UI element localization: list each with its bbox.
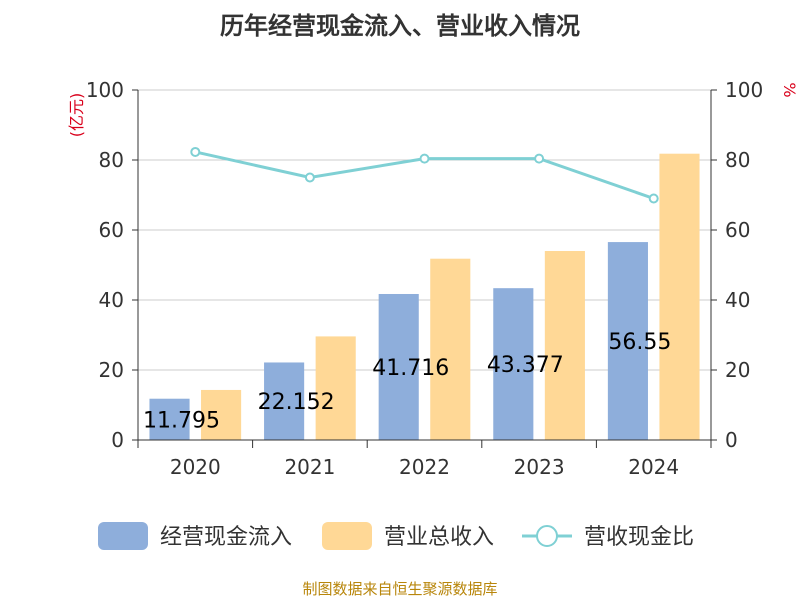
bar-0-2[interactable] [378,293,419,440]
bar-data-label: 22.152 [258,390,335,415]
bar-data-label: 43.377 [487,353,564,378]
line-point-2-2[interactable] [419,153,430,164]
legend-swatch [98,522,148,550]
right-axis-tick-label: 100 [725,78,763,102]
right-axis-unit: % [780,82,799,97]
left-axis-unit: (亿元) [67,93,86,138]
line-point-2-1[interactable] [304,172,315,183]
right-axis-tick-label: 80 [725,148,750,172]
chart-title: 历年经营现金流入、营业收入情况 [220,12,580,40]
bar-1-2[interactable] [430,258,471,440]
bar-0-0[interactable] [149,398,190,440]
legend: 经营现金流入 营业总收入 营收现金比 [98,522,694,550]
left-axis-tick-label: 20 [99,358,124,382]
bar-1-4[interactable] [659,153,700,440]
legend-label: 营业总收入 [384,525,494,550]
right-axis-tick-label: 60 [725,218,750,242]
left-axis-tick-label: 80 [99,148,124,172]
legend-item-1[interactable]: 营业总收入 [322,522,494,550]
line-point-2-4[interactable] [648,193,659,204]
legend-label: 经营现金流入 [160,525,292,550]
data-labels-layer: 11.795 22.152 41.716 43.377 56.55 [143,330,671,433]
bar-data-label: 56.55 [608,330,671,355]
left-axis-tick-label: 40 [99,288,124,312]
legend-label: 营收现金比 [584,525,694,550]
line-point-2-0[interactable] [190,146,201,157]
bar-data-label: 11.795 [143,408,220,433]
bar-1-3[interactable] [544,251,585,440]
x-axis-tick-label: 2024 [628,455,679,479]
line-point-2-3[interactable] [534,153,545,164]
bar-0-1[interactable] [264,362,305,440]
x-axis-tick-label: 2023 [514,455,565,479]
bar-0-4[interactable] [607,242,648,440]
x-axis-tick-label: 2020 [170,455,221,479]
legend-marker [536,525,558,547]
legend-swatch [322,522,372,550]
bar-1-0[interactable] [201,389,242,440]
bar-data-label: 41.716 [372,356,449,381]
left-axis-tick-label: 100 [86,78,124,102]
x-axis-tick-label: 2021 [284,455,335,479]
legend-item-0[interactable]: 经营现金流入 [98,522,292,550]
bar-1-1[interactable] [315,336,356,440]
axes-layer: 0 20 40 60 80 100 0 20 40 60 80 100 2020 2021 2022 2023… [86,78,763,479]
left-axis-tick-label: 0 [111,428,124,452]
footer-source: 制图数据来自恒生聚源数据库 [302,580,497,598]
x-axis-tick-label: 2022 [399,455,450,479]
right-axis-tick-label: 40 [725,288,750,312]
line-layer [190,146,659,204]
bar-0-3[interactable] [493,288,534,440]
right-axis-tick-label: 0 [725,428,738,452]
legend-item-2[interactable]: 营收现金比 [522,525,694,550]
right-axis-tick-label: 20 [725,358,750,382]
left-axis-tick-label: 60 [99,218,124,242]
bars-layer [149,153,700,440]
